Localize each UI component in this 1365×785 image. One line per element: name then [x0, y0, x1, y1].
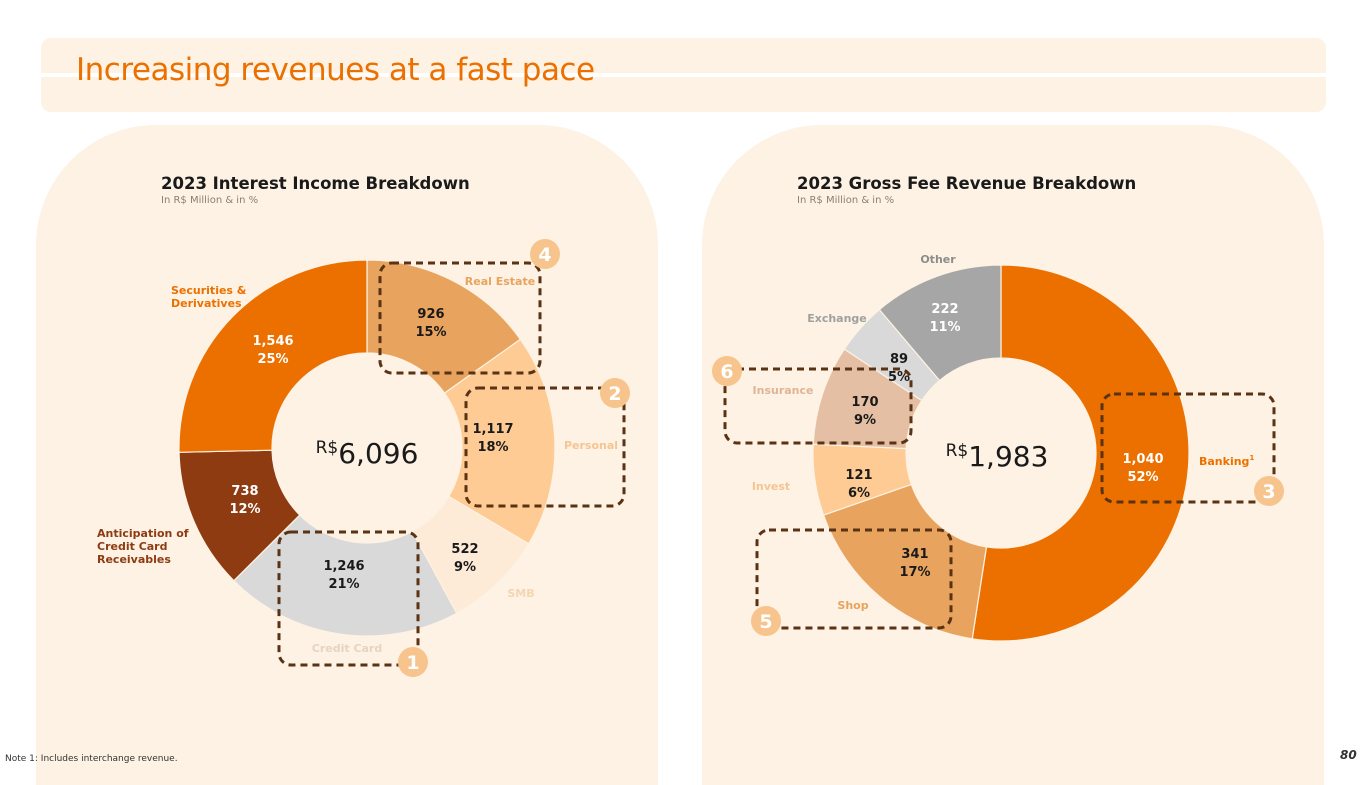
highlight-badge-number: 1 — [406, 652, 419, 674]
highlight-badge — [600, 378, 630, 408]
category-label-anticipation-of-credit-card-receivables: Anticipation of — [97, 527, 189, 540]
slice-personal — [443, 338, 556, 545]
data-label-pct: 52% — [1127, 470, 1158, 485]
data-label-value: 926 — [417, 307, 444, 322]
highlight-box-real-estate — [378, 261, 542, 375]
title-bar — [41, 38, 1326, 112]
center-value: 6,096 — [338, 437, 418, 470]
category-label-banking: Banking1 — [1199, 454, 1254, 468]
highlight-badge-number: 2 — [608, 383, 621, 405]
category-label-invest: Invest — [752, 480, 790, 493]
highlight-badge — [1254, 476, 1284, 506]
slice-shop — [822, 483, 988, 640]
donut-charts: R$6,09692615%1,11718%5229%1,24621%73812%… — [97, 239, 1284, 677]
center-value: 1,983 — [968, 440, 1048, 473]
slice-securities-derivatives — [178, 259, 368, 453]
data-label-value: 121 — [845, 468, 872, 483]
slice-banking — [971, 264, 1190, 642]
data-label-pct: 17% — [899, 565, 930, 580]
data-label-value: 1,546 — [252, 334, 293, 349]
center-total: R$1,983 — [946, 440, 1049, 473]
category-label-insurance: Insurance — [753, 384, 814, 397]
panel-fee-revenue — [702, 125, 1324, 785]
data-label-value: 222 — [931, 302, 958, 317]
page-number: 80 — [1340, 748, 1357, 762]
category-label-other: Other — [920, 253, 956, 266]
category-label-personal: Personal — [564, 439, 618, 452]
data-label-value: 341 — [901, 547, 928, 562]
center-currency: R$ — [946, 441, 969, 461]
highlight-badge-number: 4 — [538, 244, 551, 266]
data-label-pct: 18% — [477, 440, 508, 455]
highlight-badge-number: 5 — [759, 611, 772, 633]
highlight-box-insurance — [723, 367, 913, 445]
chart-title-interest: 2023 Interest Income Breakdown — [161, 174, 470, 193]
category-label-credit-card: Credit Card — [312, 642, 383, 655]
category-label-real-estate: Real Estate — [465, 275, 535, 288]
donut-fee-revenue: R$1,983 1,04052%34117%1216%1709%895%22211… — [712, 253, 1284, 642]
center-currency: R$ — [316, 438, 339, 458]
data-label-pct: 6% — [848, 486, 870, 501]
page-title: Increasing revenues at a fast pace — [76, 52, 595, 88]
category-label-exchange: Exchange — [807, 312, 867, 325]
data-label-pct: 21% — [328, 577, 359, 592]
footnote-marker: 1 — [1249, 454, 1254, 462]
data-label-value: 170 — [851, 395, 878, 410]
chart-subtitle-fee: In R$ Million & in % — [797, 195, 895, 206]
category-label-smb: SMB — [507, 587, 534, 600]
highlight-badge — [398, 647, 428, 677]
highlight-badge-number: 6 — [720, 361, 733, 383]
data-label-pct: 9% — [454, 560, 476, 575]
highlight-badge — [530, 239, 560, 269]
highlight-box-shop — [755, 528, 953, 630]
data-label-value: 89 — [890, 352, 908, 367]
highlight-box-credit-card — [277, 530, 420, 667]
highlight-badge-number: 3 — [1262, 481, 1275, 503]
data-label-value: 738 — [231, 484, 258, 499]
data-label-value: 522 — [451, 542, 478, 557]
data-label-pct: 9% — [854, 413, 876, 428]
chart-subtitle-interest: In R$ Million & in % — [161, 195, 259, 206]
data-label-value: 1,117 — [472, 422, 513, 437]
highlight-badge — [751, 606, 781, 636]
category-label-anticipation-of-credit-card-receivables: Receivables — [97, 553, 171, 566]
highlight-box-banking — [1100, 392, 1276, 504]
footnote: Note 1: Includes interchange revenue. — [5, 754, 178, 764]
data-label-pct: 5% — [888, 370, 910, 385]
category-label-anticipation-of-credit-card-receivables: Credit Card — [97, 540, 168, 553]
highlight-badge — [712, 356, 742, 386]
slice-credit-card — [232, 514, 458, 637]
category-label-securities-derivatives: Securities & — [171, 284, 247, 297]
category-label-shop: Shop — [837, 599, 868, 612]
center-total: R$6,096 — [316, 437, 419, 470]
slice-other — [878, 264, 1002, 382]
chart-title-fee: 2023 Gross Fee Revenue Breakdown — [797, 174, 1137, 193]
data-label-pct: 11% — [929, 320, 960, 335]
data-label-pct: 12% — [229, 502, 260, 517]
category-label-securities-derivatives: Derivatives — [171, 297, 242, 310]
data-label-value: 1,246 — [323, 559, 364, 574]
data-label-pct: 25% — [257, 352, 288, 367]
data-label-value: 1,040 — [1122, 452, 1163, 467]
data-label-pct: 15% — [415, 325, 446, 340]
highlight-box-personal — [464, 386, 626, 508]
donut-interest-income: R$6,096 926 15% 1,117 18% 522 9% 1,246 21% 738 12%… — [97, 239, 630, 677]
